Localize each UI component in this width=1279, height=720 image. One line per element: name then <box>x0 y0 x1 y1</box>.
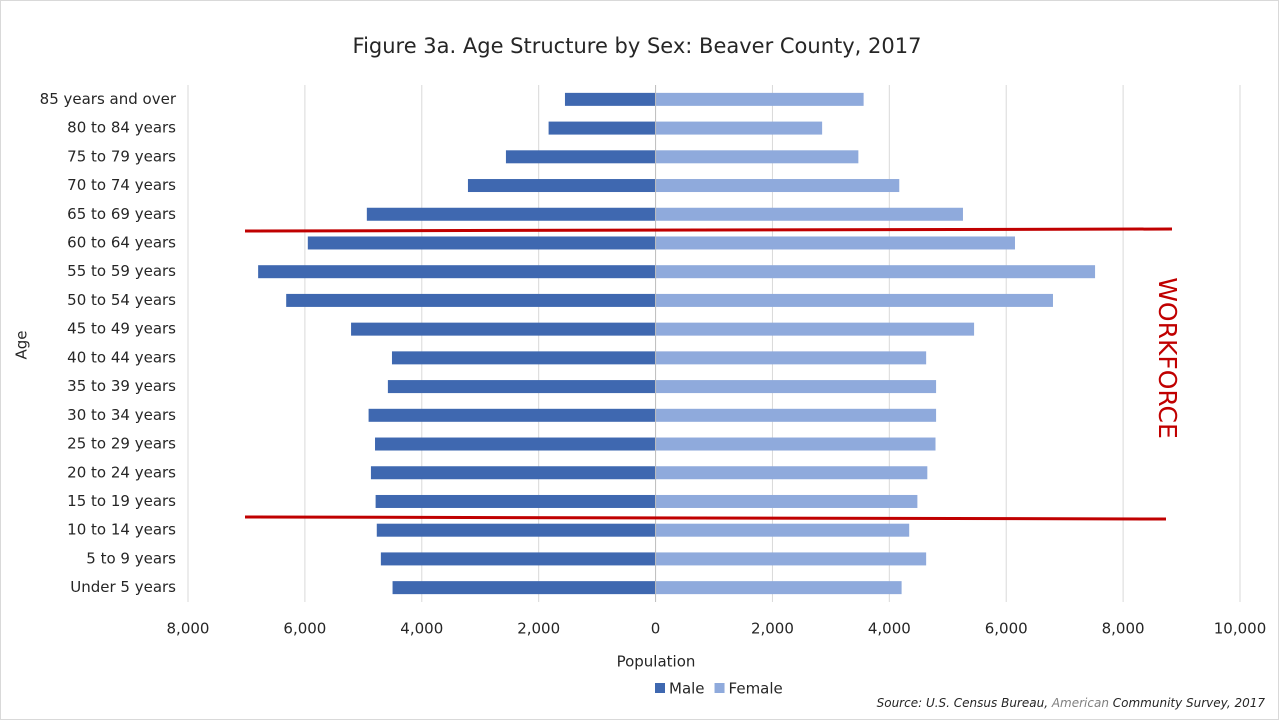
x-tick-label: 0 <box>651 620 661 638</box>
bar <box>351 322 656 336</box>
x-tick-label: 6,000 <box>283 620 326 638</box>
bar <box>307 236 656 250</box>
y-tick-label: 70 to 74 years <box>67 176 176 194</box>
bar <box>655 92 864 106</box>
bar <box>655 150 859 164</box>
legend-swatch <box>655 683 665 693</box>
x-axis-title: Population <box>617 653 696 671</box>
x-tick-label: 10,000 <box>1214 620 1267 638</box>
bar <box>391 351 656 365</box>
y-tick-label: 10 to 14 years <box>67 521 176 539</box>
y-tick-label: 5 to 9 years <box>86 549 176 567</box>
legend-label: Female <box>729 680 783 698</box>
bar <box>655 351 927 365</box>
bar <box>286 293 656 307</box>
legend-label: Male <box>669 680 705 698</box>
bar <box>467 179 656 193</box>
bar <box>366 207 656 221</box>
y-tick-label: 25 to 29 years <box>67 435 176 453</box>
bar <box>655 494 918 508</box>
y-tick-label: 60 to 64 years <box>67 233 176 251</box>
bar <box>375 494 656 508</box>
bar <box>392 581 656 595</box>
bar <box>655 265 1096 279</box>
bar <box>655 293 1053 307</box>
bar <box>655 581 902 595</box>
bar <box>655 179 900 193</box>
workforce-upper-line <box>244 227 1173 233</box>
source-part: Source: U.S. Census Bureau, <box>877 696 1052 710</box>
legend-swatch <box>714 683 725 693</box>
bar <box>387 380 656 394</box>
workforce-lower-line <box>244 515 1167 521</box>
bar <box>655 236 1015 250</box>
y-tick-label: 75 to 79 years <box>67 147 176 165</box>
bar <box>655 523 910 537</box>
bar <box>370 466 656 480</box>
bar <box>655 380 937 394</box>
y-tick-label: 40 to 44 years <box>67 348 176 366</box>
plot-area: 8,000 6,000 4,000 2,000 0 2,000 4,000 6,000 8,00… <box>40 85 1267 698</box>
y-tick-label: 45 to 49 years <box>67 320 176 338</box>
bar <box>655 466 928 480</box>
y-tick-label: Under 5 years <box>70 578 176 596</box>
bar <box>655 552 927 566</box>
bar <box>368 408 656 422</box>
bar <box>376 523 656 537</box>
y-tick-label: 65 to 69 years <box>67 205 176 223</box>
bar <box>655 408 937 422</box>
y-tick-label: 20 to 24 years <box>67 463 176 481</box>
y-axis-title: Age <box>13 330 31 359</box>
source-note: Source: U.S. Census Bureau, American Com… <box>877 696 1266 710</box>
y-tick-label: 80 to 84 years <box>67 119 176 137</box>
source-part: Community Survey, 2017 <box>1109 696 1265 710</box>
bar <box>548 121 656 135</box>
y-tick-label: 50 to 54 years <box>67 291 176 309</box>
bar <box>380 552 656 566</box>
bar <box>258 265 656 279</box>
bar <box>655 437 936 451</box>
y-tick-label: 35 to 39 years <box>67 377 176 395</box>
x-tick-label: 4,000 <box>400 620 443 638</box>
y-tick-label: 55 to 59 years <box>67 262 176 280</box>
x-tick-label: 8,000 <box>167 620 210 638</box>
bar <box>375 437 656 451</box>
chart-title: Figure 3a. Age Structure by Sex: Beaver … <box>353 34 922 58</box>
bar <box>564 92 656 106</box>
bar <box>655 322 975 336</box>
y-tick-label: 85 years and over <box>40 90 177 108</box>
x-tick-label: 6,000 <box>985 620 1028 638</box>
bar <box>655 207 963 221</box>
y-tick-label: 30 to 34 years <box>67 406 176 424</box>
annotation: WORKFORCE <box>1153 277 1182 439</box>
bar <box>655 121 823 135</box>
x-tick-label: 8,000 <box>1102 620 1145 638</box>
source-part: American <box>1051 696 1109 710</box>
y-tick-label: 15 to 19 years <box>67 492 176 510</box>
bar <box>505 150 656 164</box>
x-tick-label: 2,000 <box>517 620 560 638</box>
x-tick-label: 4,000 <box>868 620 911 638</box>
x-tick-label: 2,000 <box>751 620 794 638</box>
